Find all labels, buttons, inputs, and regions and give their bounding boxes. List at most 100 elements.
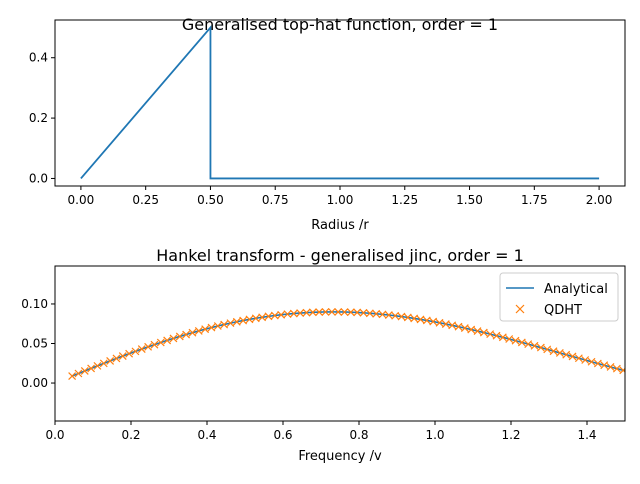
- x-tick: 0.8: [349, 421, 369, 442]
- qdht-point: [486, 330, 495, 339]
- x-tick-label: 2.00: [586, 193, 613, 207]
- qdht-point: [562, 350, 571, 359]
- qdht-point: [505, 335, 514, 343]
- x-tick-label: 1.50: [456, 193, 483, 207]
- x-tick-label: 0.6: [273, 428, 292, 442]
- qdht-point: [340, 308, 349, 316]
- y-tick: 0.2: [29, 111, 55, 125]
- x-tick: 1.50: [456, 186, 483, 207]
- y-tick-label: 0.2: [29, 111, 48, 125]
- qdht-point: [391, 311, 400, 320]
- qdht-point: [543, 345, 552, 354]
- x-tick: 1.0: [425, 421, 445, 442]
- top-hat-line: [80, 25, 600, 180]
- qdht-point: [201, 325, 210, 334]
- qdht-point: [429, 317, 438, 326]
- qdht-point: [188, 328, 197, 337]
- x-tick-label: 0.75: [262, 193, 289, 207]
- qdht-point: [270, 311, 279, 320]
- qdht-point: [378, 310, 387, 319]
- top-chart-series: [80, 25, 600, 180]
- x-tick-label: 0.2: [121, 428, 140, 442]
- qdht-point: [346, 308, 355, 317]
- qdht-point: [194, 326, 203, 335]
- legend-analytical-label: Analytical: [544, 282, 608, 297]
- qdht-point: [536, 343, 545, 352]
- qdht-point: [68, 372, 77, 380]
- qdht-point: [511, 336, 520, 345]
- qdht-point: [112, 354, 121, 363]
- x-tick: 0.4: [197, 421, 217, 442]
- x-tick: 1.00: [327, 186, 354, 207]
- qdht-point: [277, 310, 286, 319]
- x-tick-label: 0.25: [132, 193, 159, 207]
- qdht-point: [283, 310, 292, 319]
- bottom-chart-xlabel: Frequency /v: [298, 449, 382, 464]
- qdht-point: [163, 336, 172, 345]
- y-tick-label: 0.05: [21, 337, 48, 351]
- qdht-point: [289, 309, 298, 318]
- qdht-point: [175, 332, 184, 341]
- qdht-point: [87, 364, 96, 373]
- x-tick: 0.50: [197, 186, 224, 207]
- qdht-point: [524, 340, 533, 349]
- qdht-point: [150, 340, 159, 349]
- qdht-point: [397, 312, 406, 321]
- qdht-point: [226, 319, 235, 328]
- qdht-point: [137, 345, 146, 354]
- x-tick: 0.0: [45, 421, 65, 442]
- qdht-point: [125, 349, 134, 358]
- qdht-point: [213, 322, 222, 330]
- qdht-point: [258, 313, 267, 322]
- top-hat-chart: Generalised top-hat function, order = 1 …: [29, 15, 626, 233]
- y-tick: 0.00: [21, 376, 55, 390]
- qdht-point: [169, 334, 178, 343]
- legend-qdht-marker: [515, 304, 525, 314]
- jinc-chart: Hankel transform - generalised jinc, ord…: [21, 246, 633, 464]
- x-tick-label: 1.00: [327, 193, 354, 207]
- qdht-point: [581, 356, 590, 364]
- qdht-point: [182, 330, 191, 339]
- x-tick-label: 1.4: [577, 428, 596, 442]
- qdht-point: [315, 308, 324, 317]
- qdht-point: [454, 322, 463, 331]
- y-tick-label: 0.4: [29, 51, 48, 65]
- x-tick: 0.25: [132, 186, 159, 207]
- qdht-point: [606, 363, 615, 371]
- analytical-line: [71, 311, 625, 377]
- top-chart-x-ticks: 0.00 0.25 0.50 0.75 1.00 1.25 1.50 1.75 2.00: [68, 186, 613, 207]
- qdht-point: [587, 357, 596, 366]
- qdht-point: [207, 323, 216, 332]
- x-tick: 0.6: [273, 421, 293, 442]
- qdht-point: [530, 341, 539, 350]
- x-tick-label: 0.50: [197, 193, 224, 207]
- qdht-point: [80, 367, 89, 375]
- x-tick-label: 0.00: [68, 193, 95, 207]
- x-tick: 0.2: [121, 421, 141, 442]
- top-chart-frame: [54, 19, 626, 187]
- qdht-point: [353, 308, 362, 317]
- qdht-point: [460, 324, 469, 333]
- qdht-point: [321, 308, 330, 316]
- qdht-point: [492, 331, 501, 340]
- x-tick-label: 0.8: [349, 428, 368, 442]
- qdht-point: [612, 364, 621, 373]
- qdht-point: [626, 368, 633, 375]
- qdht-point: [498, 333, 507, 342]
- qdht-point: [118, 352, 127, 360]
- bottom-chart-series: [68, 307, 633, 380]
- x-tick-label: 1.25: [391, 193, 418, 207]
- x-tick: 0.00: [68, 186, 95, 207]
- qdht-point: [479, 328, 488, 337]
- qdht-point: [372, 309, 381, 318]
- qdht-point: [416, 315, 425, 324]
- qdht-point: [144, 342, 153, 351]
- qdht-point: [156, 338, 165, 347]
- bottom-chart-x-ticks: 0.0 0.2 0.4 0.6 0.8 1.0 1.2 1.4: [45, 421, 597, 442]
- x-tick-label: 0.0: [45, 428, 64, 442]
- qdht-point: [220, 320, 229, 329]
- qdht-point: [403, 313, 412, 322]
- qdht-point: [568, 352, 577, 361]
- qdht-point: [327, 307, 336, 316]
